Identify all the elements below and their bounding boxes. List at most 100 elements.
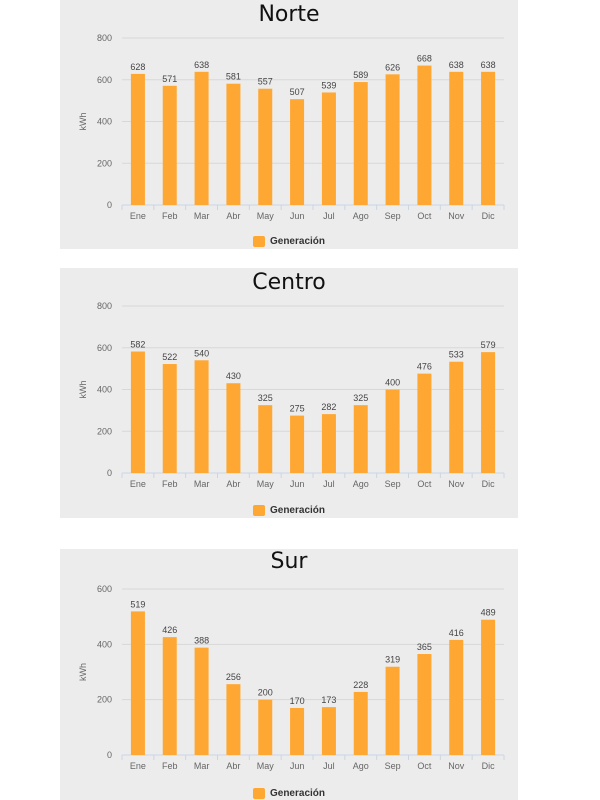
legend[interactable]: Generación	[60, 505, 518, 516]
bar[interactable]	[481, 71, 496, 205]
bar[interactable]	[449, 639, 464, 755]
y-tick-label: 400	[97, 117, 112, 127]
bar[interactable]	[162, 364, 177, 473]
data-label: 476	[417, 362, 432, 372]
x-tick-label: Jul	[323, 211, 335, 221]
data-label: 319	[385, 655, 400, 665]
data-label: 489	[481, 608, 496, 618]
bar[interactable]	[258, 699, 273, 755]
bar[interactable]	[162, 637, 177, 755]
bar-chart-centro: 0 200 400 600 800 kWh 582 Ene 522 Feb 540 Mar 430 Abr…	[78, 301, 505, 489]
bar[interactable]	[321, 707, 336, 755]
x-tick-label: Dic	[482, 479, 495, 489]
legend[interactable]: Generación	[60, 788, 518, 799]
x-tick-label: Abr	[226, 211, 240, 221]
legend-label: Generación	[269, 236, 326, 247]
bar[interactable]	[258, 405, 273, 473]
y-tick-label: 0	[107, 468, 112, 478]
data-label: 325	[258, 393, 273, 403]
bar[interactable]	[385, 389, 400, 474]
x-tick-label: Ene	[130, 479, 146, 489]
x-tick-label: Sep	[385, 761, 401, 771]
x-tick-label: Oct	[417, 211, 432, 221]
data-label: 579	[481, 340, 496, 350]
bar[interactable]	[353, 405, 368, 473]
x-tick-label: May	[257, 761, 275, 771]
bar[interactable]	[258, 88, 273, 205]
data-label: 200	[258, 688, 273, 698]
bar[interactable]	[130, 73, 145, 205]
bar[interactable]	[194, 360, 209, 473]
x-tick-label: Jul	[323, 479, 335, 489]
x-tick-label: Feb	[162, 211, 178, 221]
data-label: 628	[130, 62, 145, 72]
legend-swatch	[252, 788, 265, 799]
y-axis-label: kWh	[78, 663, 88, 681]
legend-label: Generación	[269, 505, 326, 516]
bar[interactable]	[449, 361, 464, 473]
bar[interactable]	[290, 707, 305, 755]
x-tick-label: May	[257, 479, 275, 489]
bar[interactable]	[290, 99, 305, 205]
chart-panel-centro: Centro 0 200 400 600 800 kWh 582 Ene 522 Feb 540 Ma…	[60, 268, 518, 518]
y-tick-label: 600	[97, 75, 112, 85]
y-tick-label: 200	[97, 426, 112, 436]
bar[interactable]	[417, 373, 432, 473]
data-label: 582	[130, 340, 145, 350]
x-tick-label: Nov	[448, 761, 465, 771]
bar[interactable]	[226, 83, 241, 205]
y-tick-label: 400	[97, 639, 112, 649]
data-label: 507	[290, 87, 305, 97]
bar[interactable]	[385, 74, 400, 205]
bar[interactable]	[194, 71, 209, 205]
bar[interactable]	[321, 414, 336, 473]
x-tick-label: Jul	[323, 761, 335, 771]
x-tick-label: Nov	[448, 211, 465, 221]
x-tick-label: Ene	[130, 761, 146, 771]
bar[interactable]	[481, 352, 496, 473]
y-tick-label: 600	[97, 584, 112, 594]
bar[interactable]	[417, 65, 432, 206]
data-label: 626	[385, 62, 400, 72]
bar[interactable]	[385, 666, 400, 755]
bar[interactable]	[194, 647, 209, 755]
bar-chart-norte: 0 200 400 600 800 kWh 628 Ene 571 Feb 638 Mar 581 Abr…	[78, 33, 505, 221]
bar[interactable]	[481, 619, 496, 755]
bar[interactable]	[226, 383, 241, 473]
chart-title: Norte	[258, 2, 320, 27]
data-label: 557	[258, 77, 273, 87]
x-tick-label: Dic	[482, 761, 495, 771]
x-tick-label: Mar	[194, 479, 210, 489]
data-label: 638	[449, 60, 464, 70]
chart-panel-sur: Sur 0 200 400 600 kWh 519 Ene 426 Feb 388 Mar 256 Ab…	[60, 549, 518, 800]
x-tick-label: Feb	[162, 479, 178, 489]
data-label: 581	[226, 72, 241, 82]
bar[interactable]	[321, 92, 336, 205]
y-tick-label: 800	[97, 301, 112, 311]
data-label: 638	[481, 60, 496, 70]
data-label: 170	[290, 696, 305, 706]
bar[interactable]	[290, 415, 305, 473]
legend[interactable]: Generación	[60, 236, 518, 247]
x-tick-label: Jun	[290, 211, 305, 221]
bar[interactable]	[449, 71, 464, 205]
x-tick-label: Feb	[162, 761, 178, 771]
bar[interactable]	[130, 611, 145, 755]
data-label: 325	[353, 393, 368, 403]
data-label: 522	[162, 352, 177, 362]
bar[interactable]	[353, 691, 368, 755]
x-tick-label: Ago	[353, 211, 369, 221]
legend-swatch	[252, 236, 265, 247]
bar-chart-sur: 0 200 400 600 kWh 519 Ene 426 Feb 388 Mar 256 Abr 200…	[78, 584, 505, 771]
bar[interactable]	[130, 351, 145, 473]
data-label: 668	[417, 54, 432, 64]
bar[interactable]	[353, 82, 368, 205]
chart-title: Sur	[270, 549, 308, 574]
data-label: 173	[321, 695, 336, 705]
data-label: 426	[162, 625, 177, 635]
x-tick-label: Ene	[130, 211, 146, 221]
bar[interactable]	[226, 684, 241, 755]
data-label: 400	[385, 378, 400, 388]
bar[interactable]	[417, 654, 432, 755]
bar[interactable]	[162, 85, 177, 205]
